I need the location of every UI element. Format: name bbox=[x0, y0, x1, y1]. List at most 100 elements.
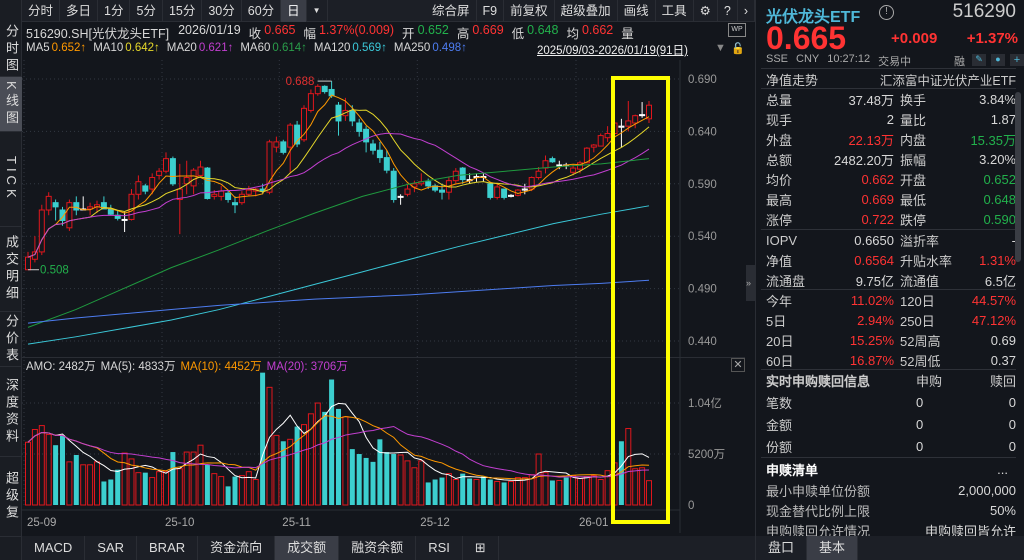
candle bbox=[45, 195, 52, 211]
period-tab-7[interactable]: 日 bbox=[281, 0, 307, 22]
left-tab-4[interactable]: 分价表 bbox=[0, 312, 22, 367]
indicator-tab-5[interactable]: 融资余额 bbox=[339, 536, 417, 560]
lock-icon[interactable]: 🔓 bbox=[731, 43, 745, 55]
redemption-list-header: 申赎清单... bbox=[766, 459, 1016, 479]
left-tab-1[interactable]: K线图 bbox=[0, 77, 22, 132]
period-more-icon[interactable]: ▼ bbox=[307, 0, 328, 22]
volume-bar bbox=[521, 477, 528, 506]
volume-bar bbox=[204, 464, 210, 505]
candle bbox=[625, 120, 632, 127]
ma-label: MA250 bbox=[393, 42, 431, 54]
nav-trend-link[interactable]: 净值走势 bbox=[766, 73, 819, 88]
indicator-tabs: MACD SAR BRAR 资金流向 成交额 融资余额 RSI ⊞ bbox=[22, 536, 755, 560]
candle bbox=[439, 189, 445, 193]
gear-icon[interactable]: ⚙ bbox=[694, 0, 718, 22]
row-value: 16.87% bbox=[849, 352, 894, 368]
left-tab-5[interactable]: 深度资料 bbox=[0, 367, 22, 457]
period-tab-4[interactable]: 15分 bbox=[163, 0, 203, 22]
alert-bell-icon[interactable]: ● bbox=[991, 54, 1005, 66]
candle bbox=[225, 192, 232, 201]
chevron-right-icon[interactable]: › bbox=[738, 0, 755, 22]
toolbar-item-3[interactable]: 超级叠加 bbox=[555, 0, 618, 22]
security-name: 光伏龙头ETF bbox=[766, 9, 861, 26]
left-tab-6[interactable]: 超级复 bbox=[0, 457, 22, 537]
indicator-tab-6[interactable]: RSI bbox=[416, 536, 463, 560]
period-tab-6[interactable]: 60分 bbox=[242, 0, 282, 22]
date-range[interactable]: 2025/09/03-2026/01/19(91日) bbox=[537, 45, 688, 57]
period-tab-5[interactable]: 30分 bbox=[202, 0, 242, 22]
avg-value: 0.662 bbox=[581, 23, 614, 37]
period-tab-3[interactable]: 5分 bbox=[130, 0, 163, 22]
row-value: 1.31% bbox=[979, 252, 1016, 268]
volume-bar bbox=[467, 478, 473, 505]
candle bbox=[73, 202, 80, 211]
row-value: 15.35万 bbox=[970, 132, 1016, 148]
quote-date: 2026/01/19 bbox=[178, 23, 241, 37]
panel-tab-0[interactable]: 盘口 bbox=[756, 536, 808, 560]
left-tab-0[interactable]: 分时图 bbox=[0, 22, 22, 77]
row-value: 37.48万 bbox=[848, 92, 894, 108]
period-tab-1[interactable]: 多日 bbox=[60, 0, 99, 22]
close-indicator-icon[interactable]: ✕ bbox=[731, 358, 745, 372]
candle bbox=[156, 170, 163, 176]
price-tick: 0.590 bbox=[688, 179, 717, 191]
vol-ma10: MA(10): 4452万 bbox=[180, 361, 262, 373]
toolbar-item-4[interactable]: 画线 bbox=[618, 0, 656, 22]
toolbar-item-0[interactable]: 综合屏 bbox=[426, 0, 477, 22]
period-tab-2[interactable]: 1分 bbox=[98, 0, 131, 22]
volume-bar bbox=[590, 475, 597, 506]
period-tab-0[interactable]: 分时 bbox=[22, 0, 61, 22]
row-value: 44.57% bbox=[971, 292, 1016, 308]
candle bbox=[218, 190, 225, 197]
add-indicator-icon[interactable]: ⊞ bbox=[463, 536, 499, 560]
panel-tabs: 盘口 基本 bbox=[756, 536, 1024, 560]
indicator-tab-4[interactable]: 成交额 bbox=[275, 536, 340, 560]
toolbar-item-5[interactable]: 工具 bbox=[656, 0, 694, 22]
volume-bar bbox=[101, 481, 107, 505]
ma250-line bbox=[27, 279, 650, 324]
ma120-line bbox=[27, 205, 650, 345]
indicator-tab-1[interactable]: SAR bbox=[85, 536, 138, 560]
help-icon[interactable]: ? bbox=[718, 0, 738, 22]
indicator-tab-3[interactable]: 资金流向 bbox=[198, 536, 276, 560]
candle bbox=[321, 85, 328, 93]
toolbar-item-2[interactable]: 前复权 bbox=[504, 0, 555, 22]
volume-bar bbox=[294, 426, 300, 505]
more-button[interactable]: ... bbox=[997, 461, 1008, 477]
toolbar-item-1[interactable]: F9 bbox=[477, 0, 505, 22]
quote-row: 60日 16.87% 52周低 0.37 bbox=[766, 350, 1016, 370]
range-dropdown-icon[interactable]: ▼ bbox=[715, 42, 726, 54]
indicator-tab-0[interactable]: MACD bbox=[22, 536, 86, 560]
volume-bar bbox=[349, 449, 355, 505]
candle bbox=[397, 195, 404, 198]
expand-panel-icon[interactable]: » bbox=[746, 265, 755, 301]
left-view-tabs: 分时图 K线图 TICK 成交明细 分价表 深度资料 超级复 bbox=[0, 0, 22, 560]
edit-icon[interactable]: ✎ bbox=[972, 54, 986, 66]
indicator-tab-2[interactable]: BRAR bbox=[137, 536, 199, 560]
symbol: 516290.SH[光伏龙头ETF] bbox=[26, 27, 170, 41]
volume-ma20-line bbox=[27, 425, 650, 478]
left-tab-3[interactable]: 成交明细 bbox=[0, 227, 22, 312]
volume-bar bbox=[94, 461, 100, 506]
trade-status: 交易中 bbox=[878, 56, 912, 68]
row-value: 1.87 bbox=[990, 111, 1016, 127]
candle bbox=[294, 124, 301, 145]
left-tab-2[interactable]: TICK bbox=[0, 132, 22, 227]
amo-value: AMO: 2482万 bbox=[26, 361, 96, 373]
info-icon[interactable]: ! bbox=[879, 5, 894, 20]
wp-icon[interactable]: WP bbox=[728, 23, 746, 37]
volume-bar bbox=[439, 477, 445, 505]
left-tab-label: 分时图 bbox=[4, 23, 19, 75]
volume-bar bbox=[418, 460, 425, 506]
volume-bar bbox=[535, 453, 542, 506]
row-value: 0 bbox=[916, 438, 924, 454]
volume-bar bbox=[280, 441, 286, 505]
volume-bar bbox=[391, 454, 397, 505]
ma20-line bbox=[27, 132, 650, 258]
add-icon[interactable]: + bbox=[1010, 54, 1024, 66]
panel-scrollbar[interactable] bbox=[1015, 92, 1021, 262]
subscription-row: 金额 0 0 bbox=[766, 414, 1016, 434]
panel-tab-1[interactable]: 基本 bbox=[807, 536, 859, 560]
ma-label: MA5 bbox=[26, 42, 50, 54]
